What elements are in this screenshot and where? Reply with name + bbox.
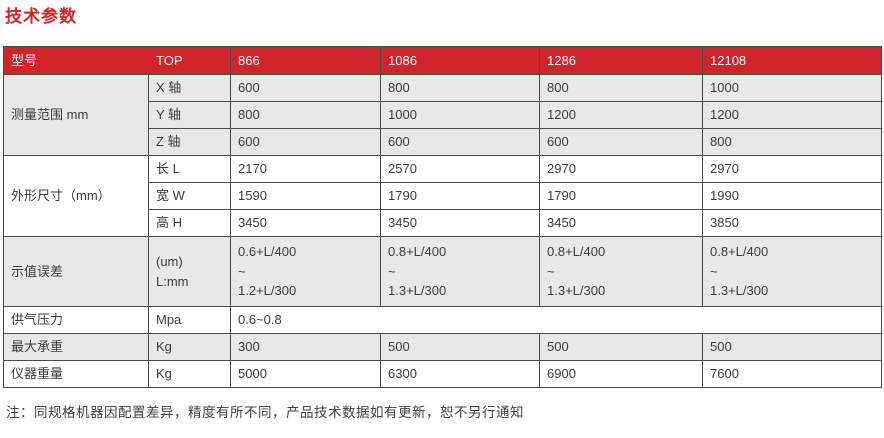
header-model-12108: 12108 [703, 47, 882, 75]
dims-h-12108: 3850 [703, 210, 882, 237]
row-air-pressure: 供气压力 Mpa 0.6~0.8 [4, 307, 882, 334]
dims-h-866: 3450 [231, 210, 381, 237]
header-model-1286: 1286 [540, 47, 703, 75]
range-z-12108: 800 [703, 129, 882, 156]
dims-w-12108: 1990 [703, 183, 882, 210]
load-1286: 500 [540, 334, 703, 361]
range-z-label: Z 轴 [149, 129, 231, 156]
range-x-866: 600 [231, 75, 381, 102]
row-max-load: 最大承重 Kg 300 500 500 500 [4, 334, 882, 361]
weight-866: 5000 [231, 361, 381, 388]
dims-w-1086: 1790 [381, 183, 540, 210]
dims-l-866: 2170 [231, 156, 381, 183]
header-model-866: 866 [231, 47, 381, 75]
error-1086: 0.8+L/400 ~ 1.3+L/300 [381, 237, 540, 307]
dims-l-label: 长 L [149, 156, 231, 183]
row-dims-w: 宽 W 1590 1790 1790 1990 [4, 183, 882, 210]
row-dims-h: 高 H 3450 3450 3450 3850 [4, 210, 882, 237]
range-z-866: 600 [231, 129, 381, 156]
load-1086: 500 [381, 334, 540, 361]
group-label-measuring-range: 测量范围 mm [4, 75, 149, 156]
row-indication-error: 示值误差 (um) L:mm 0.6+L/400 ~ 1.2+L/300 0.8… [4, 237, 882, 307]
error-12108: 0.8+L/400 ~ 1.3+L/300 [703, 237, 882, 307]
range-z-1286: 600 [540, 129, 703, 156]
error-1286: 0.8+L/400 ~ 1.3+L/300 [540, 237, 703, 307]
group-label-dimensions: 外形尺寸（mm） [4, 156, 149, 237]
load-unit: Kg [149, 334, 231, 361]
dims-w-1286: 1790 [540, 183, 703, 210]
error-unit: (um) L:mm [149, 237, 231, 307]
header-model-label: 型号 [4, 47, 149, 75]
range-y-1286: 1200 [540, 102, 703, 129]
dims-l-12108: 2970 [703, 156, 882, 183]
spec-table: 型号 TOP 866 1086 1286 12108 测量范围 mm X 轴 6… [3, 46, 882, 388]
dims-l-1286: 2970 [540, 156, 703, 183]
dims-w-866: 1590 [231, 183, 381, 210]
weight-1286: 6900 [540, 361, 703, 388]
weight-unit: Kg [149, 361, 231, 388]
load-12108: 500 [703, 334, 882, 361]
dims-h-1286: 3450 [540, 210, 703, 237]
air-value: 0.6~0.8 [231, 307, 882, 334]
header-row: 型号 TOP 866 1086 1286 12108 [4, 47, 882, 75]
page-title: 技术参数 [5, 7, 77, 26]
range-x-12108: 1000 [703, 75, 882, 102]
range-y-1086: 1000 [381, 102, 540, 129]
air-label: 供气压力 [4, 307, 149, 334]
range-x-label: X 轴 [149, 75, 231, 102]
dims-w-label: 宽 W [149, 183, 231, 210]
weight-label: 仪器重量 [4, 361, 149, 388]
dims-h-1086: 3450 [381, 210, 540, 237]
range-y-12108: 1200 [703, 102, 882, 129]
load-866: 300 [231, 334, 381, 361]
range-x-1086: 800 [381, 75, 540, 102]
row-range-z: Z 轴 600 600 600 800 [4, 129, 882, 156]
error-866: 0.6+L/400 ~ 1.2+L/300 [231, 237, 381, 307]
dims-h-label: 高 H [149, 210, 231, 237]
range-y-label: Y 轴 [149, 102, 231, 129]
range-x-1286: 800 [540, 75, 703, 102]
weight-12108: 7600 [703, 361, 882, 388]
footnote: 注：同规格机器因配置差异，精度有所不同，产品技术数据如有更新，恕不另行通知 [6, 405, 524, 420]
air-unit: Mpa [149, 307, 231, 334]
range-z-1086: 600 [381, 129, 540, 156]
error-label: 示值误差 [4, 237, 149, 307]
range-y-866: 800 [231, 102, 381, 129]
row-instrument-weight: 仪器重量 Kg 5000 6300 6900 7600 [4, 361, 882, 388]
header-model-1086: 1086 [381, 47, 540, 75]
dims-l-1086: 2570 [381, 156, 540, 183]
row-range-y: Y 轴 800 1000 1200 1200 [4, 102, 882, 129]
header-top-label: TOP [149, 47, 231, 75]
row-range-x: 测量范围 mm X 轴 600 800 800 1000 [4, 75, 882, 156]
weight-1086: 6300 [381, 361, 540, 388]
row-dims-l: 外形尺寸（mm） 长 L 2170 2570 2970 2970 [4, 156, 882, 237]
load-label: 最大承重 [4, 334, 149, 361]
